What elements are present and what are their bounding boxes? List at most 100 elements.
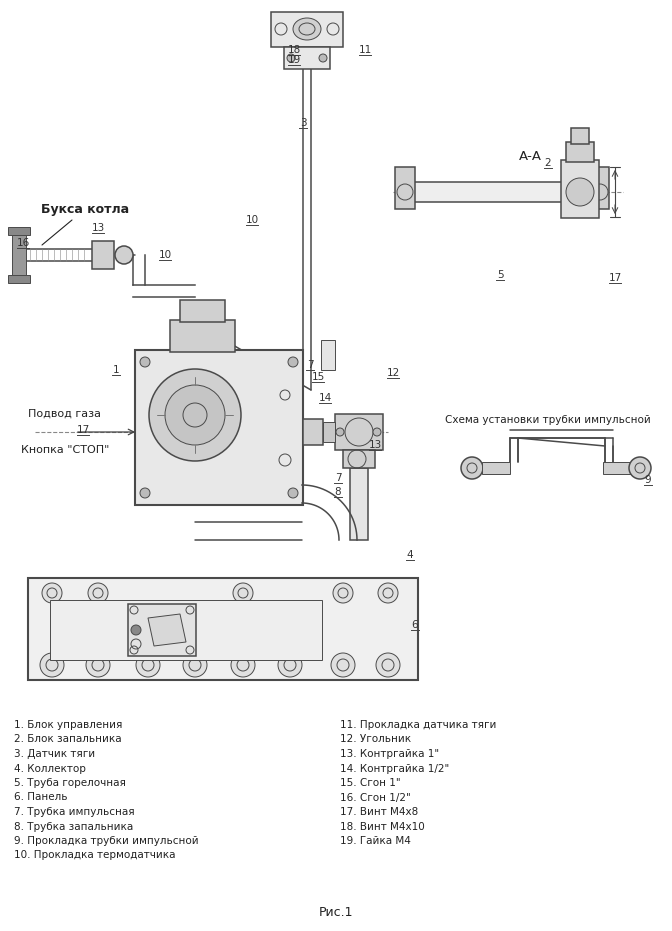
Text: 14. Контргайка 1/2": 14. Контргайка 1/2"	[340, 763, 450, 774]
Circle shape	[231, 653, 255, 677]
Circle shape	[288, 357, 298, 367]
Circle shape	[331, 653, 355, 677]
Text: 12. Угольник: 12. Угольник	[340, 735, 411, 745]
Circle shape	[165, 385, 225, 445]
Bar	[413, 182, 593, 202]
Circle shape	[336, 428, 344, 436]
Circle shape	[461, 457, 483, 479]
Circle shape	[278, 653, 302, 677]
Circle shape	[115, 246, 133, 264]
Bar	[135, 350, 303, 505]
Text: 4: 4	[407, 550, 413, 560]
Text: 2: 2	[545, 158, 551, 168]
Text: 10: 10	[159, 250, 171, 260]
Circle shape	[42, 583, 62, 603]
Bar	[561, 160, 599, 218]
Text: 6. Панель: 6. Панель	[14, 792, 67, 803]
Circle shape	[183, 653, 207, 677]
Circle shape	[287, 54, 295, 62]
Circle shape	[629, 457, 651, 479]
Circle shape	[233, 583, 253, 603]
Text: 15: 15	[311, 372, 325, 382]
Bar	[482, 462, 510, 474]
Text: 4. Коллектор: 4. Коллектор	[14, 763, 86, 774]
Bar	[350, 468, 368, 540]
Bar	[395, 167, 415, 209]
Text: 3. Датчик тяги: 3. Датчик тяги	[14, 749, 95, 759]
Text: 5: 5	[497, 270, 503, 280]
Text: А-А: А-А	[519, 151, 542, 164]
Circle shape	[136, 653, 160, 677]
Circle shape	[376, 653, 400, 677]
Text: 10: 10	[245, 215, 259, 225]
Bar	[571, 128, 589, 144]
Circle shape	[140, 357, 150, 367]
Circle shape	[288, 488, 298, 498]
Polygon shape	[148, 614, 186, 646]
Bar	[92, 241, 114, 269]
Text: 16. Сгон 1/2": 16. Сгон 1/2"	[340, 792, 411, 803]
Circle shape	[131, 625, 141, 635]
Text: Кнопка "СТОП": Кнопка "СТОП"	[21, 445, 109, 455]
Bar	[343, 450, 375, 468]
Text: Подвод газа: Подвод газа	[28, 409, 101, 419]
Text: 10. Прокладка термодатчика: 10. Прокладка термодатчика	[14, 851, 175, 860]
Text: 13: 13	[368, 440, 382, 450]
Text: 6: 6	[412, 620, 418, 630]
Text: 13: 13	[91, 223, 105, 233]
Bar	[303, 419, 323, 445]
Text: 18. Винт М4х10: 18. Винт М4х10	[340, 821, 425, 831]
Text: 7: 7	[306, 360, 313, 370]
Bar	[8, 275, 30, 283]
Bar	[591, 167, 609, 209]
Bar	[335, 414, 383, 450]
Text: Схема установки трубки импульсной: Схема установки трубки импульсной	[445, 415, 651, 425]
Circle shape	[40, 653, 64, 677]
Circle shape	[149, 369, 241, 461]
Circle shape	[566, 178, 594, 206]
Text: 15. Сгон 1": 15. Сгон 1"	[340, 778, 401, 788]
Text: 19. Гайка М4: 19. Гайка М4	[340, 836, 411, 846]
Text: 14: 14	[319, 393, 331, 403]
Text: Рис.1: Рис.1	[319, 906, 353, 919]
Bar	[566, 142, 594, 162]
Circle shape	[88, 583, 108, 603]
Text: 17: 17	[77, 425, 89, 435]
Circle shape	[86, 653, 110, 677]
Bar	[323, 422, 335, 442]
Text: 1: 1	[113, 365, 120, 375]
Circle shape	[373, 428, 381, 436]
Text: 1. Блок управления: 1. Блок управления	[14, 720, 122, 730]
Circle shape	[140, 488, 150, 498]
Text: 18: 18	[288, 45, 300, 55]
Text: 17: 17	[608, 273, 622, 283]
Bar	[128, 604, 196, 656]
Text: 3: 3	[300, 118, 306, 128]
Text: 9. Прокладка трубки импульсной: 9. Прокладка трубки импульсной	[14, 836, 199, 846]
Text: Букса котла: Букса котла	[41, 204, 129, 217]
Text: 13. Контргайка 1": 13. Контргайка 1"	[340, 749, 439, 759]
Circle shape	[378, 583, 398, 603]
Bar	[28, 578, 418, 680]
Bar	[180, 300, 225, 322]
Text: 2. Блок запальника: 2. Блок запальника	[14, 735, 122, 745]
Text: 5. Труба горелочная: 5. Труба горелочная	[14, 778, 126, 788]
Circle shape	[333, 583, 353, 603]
Text: 19: 19	[288, 55, 300, 65]
Text: 11: 11	[358, 45, 372, 55]
Bar	[603, 462, 631, 474]
Text: 7: 7	[335, 473, 341, 483]
Bar	[271, 12, 343, 47]
Text: 11. Прокладка датчика тяги: 11. Прокладка датчика тяги	[340, 720, 497, 730]
Bar	[8, 227, 30, 235]
Text: 8: 8	[335, 487, 341, 497]
Text: 7. Трубка импульсная: 7. Трубка импульсная	[14, 807, 134, 817]
Bar	[321, 340, 335, 370]
Text: 8. Трубка запальника: 8. Трубка запальника	[14, 821, 133, 831]
Bar	[50, 600, 322, 660]
Text: 12: 12	[386, 368, 400, 378]
Text: 9: 9	[644, 475, 651, 485]
Text: 16: 16	[16, 238, 30, 248]
Ellipse shape	[293, 18, 321, 40]
Bar	[12, 235, 26, 275]
